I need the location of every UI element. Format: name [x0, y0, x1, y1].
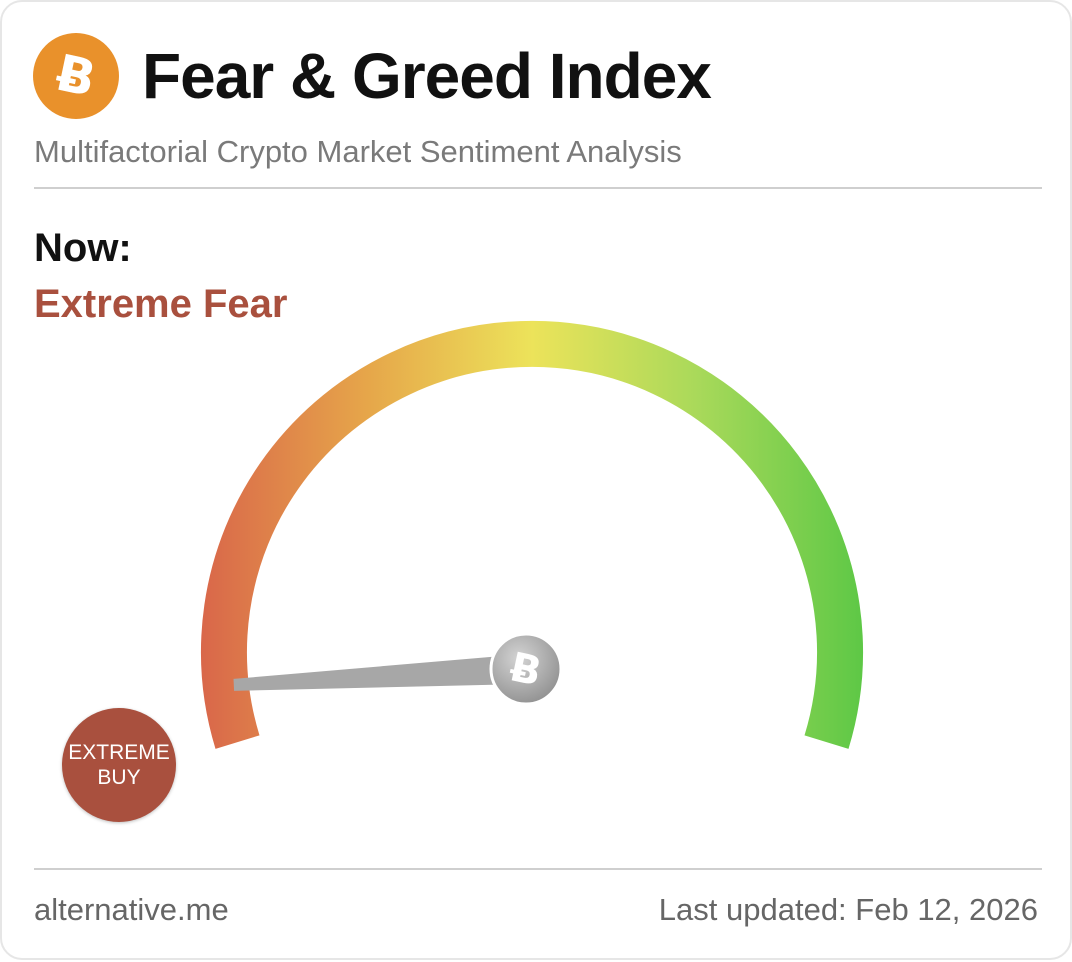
- bitcoin-icon: Ƀ: [33, 33, 119, 119]
- header-divider: [34, 187, 1042, 189]
- source-link[interactable]: alternative.me: [34, 892, 229, 927]
- badge-line-1: EXTREME: [68, 741, 170, 764]
- gauge-hub-bitcoin-icon: Ƀ: [489, 632, 563, 706]
- gauge-needle: [233, 654, 527, 691]
- now-label: Now:: [34, 226, 132, 270]
- gauge-arc: [201, 320, 863, 749]
- badge-line-2: BUY: [97, 766, 141, 789]
- last-updated: Last updated: Feb 12, 2026: [658, 892, 1038, 927]
- extreme-buy-badge: EXTREME BUY: [62, 708, 176, 822]
- footer-divider: [34, 868, 1042, 870]
- page-subtitle: Multifactorial Crypto Market Sentiment A…: [34, 134, 682, 169]
- now-value: Extreme Fear: [34, 282, 288, 326]
- page-title: Fear & Greed Index: [142, 40, 712, 112]
